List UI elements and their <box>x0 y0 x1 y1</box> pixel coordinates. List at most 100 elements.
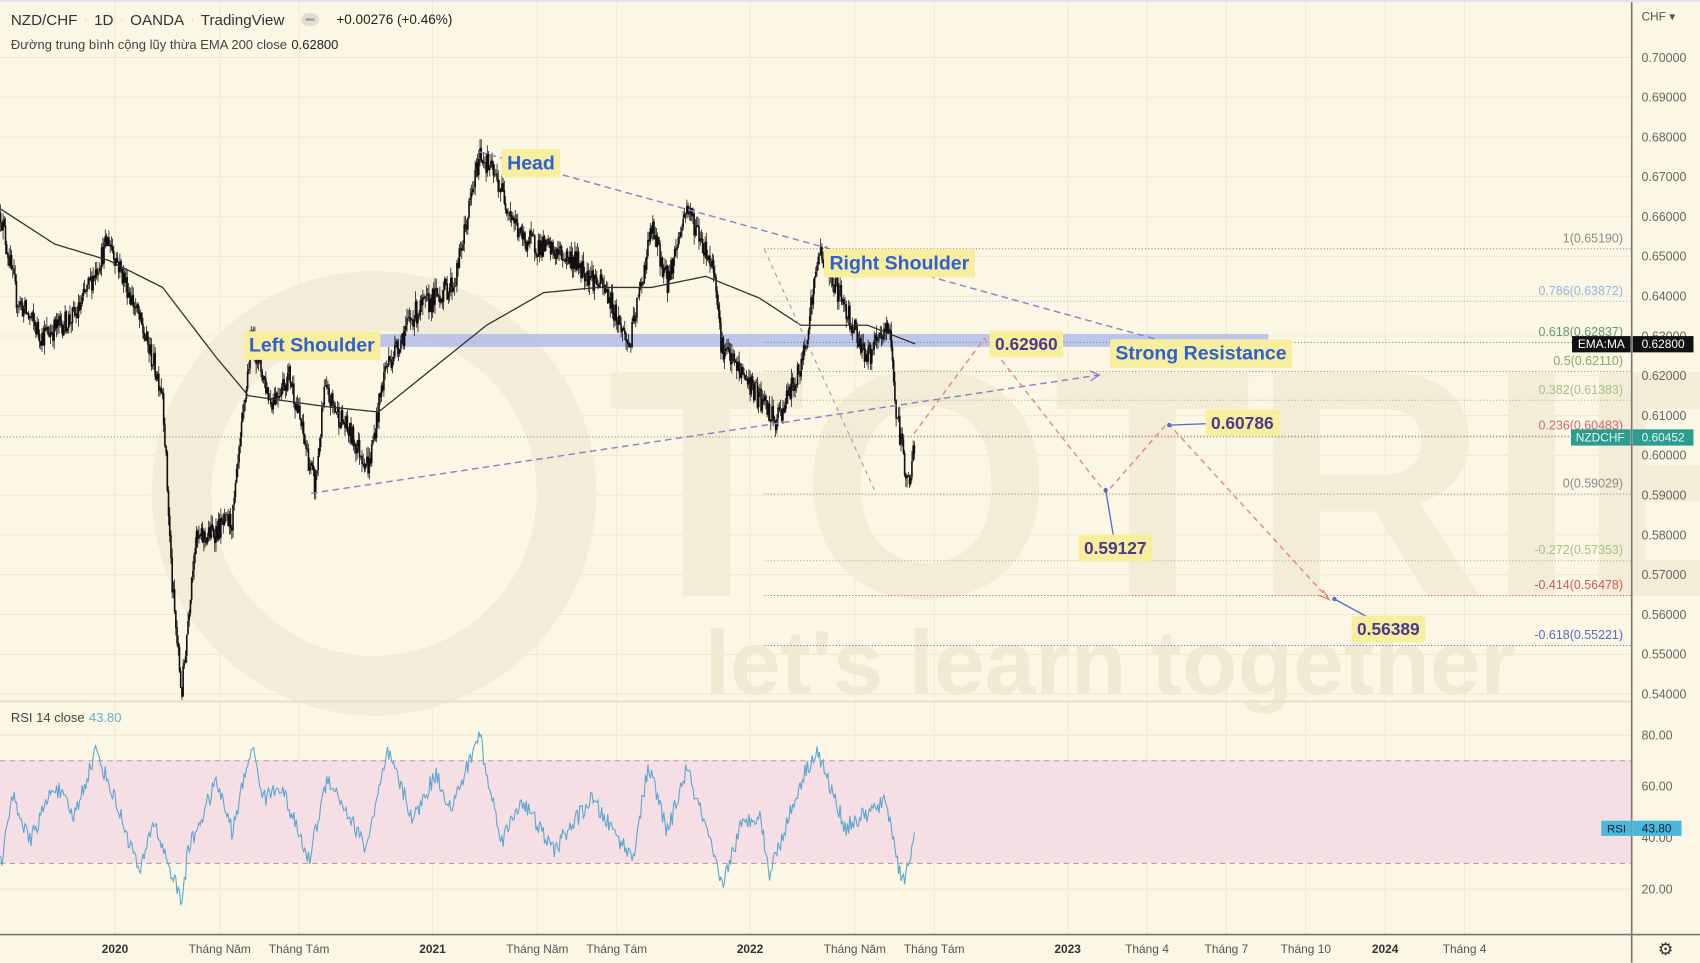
watermark: TOTRIEU let's learn together <box>151 271 1700 716</box>
gear-icon[interactable]: ⚙ <box>1657 941 1674 960</box>
time-tick-label: Tháng 4 <box>1125 942 1169 956</box>
ema-tag-value: 0.62800 <box>1642 337 1685 351</box>
ema-200-line[interactable] <box>0 208 916 413</box>
target-label[interactable]: 0.56389 <box>1351 615 1426 643</box>
rsi-band <box>0 760 1632 864</box>
target-label-text: 0.60786 <box>1211 413 1274 433</box>
fib-level-label: 1(0.65190) <box>1563 231 1623 245</box>
price-tick-label: 0.59000 <box>1641 488 1686 502</box>
ema-tag-value-bg <box>1632 336 1694 353</box>
rsi-line[interactable] <box>0 731 915 906</box>
pattern-labels: Head Left Shoulder Right Shoulder Strong Re… <box>243 149 1426 643</box>
fib-level-label: 0.618(0.62837) <box>1539 325 1623 339</box>
price-tick-label: 0.58000 <box>1641 528 1686 542</box>
rsi-tag-name: RSI <box>1607 824 1626 836</box>
price-tick-label: 0.64000 <box>1641 290 1686 304</box>
time-tick-label: Tháng Năm <box>506 942 568 956</box>
pattern-label[interactable]: Strong Resistance <box>1109 339 1293 368</box>
price-tick-label: 0.66000 <box>1641 210 1686 224</box>
symbol[interactable]: NZD/CHF <box>10 10 78 29</box>
arrow-icon <box>1089 370 1101 382</box>
pattern-label-bg <box>1109 339 1293 368</box>
price-tick-label: 0.69000 <box>1641 91 1686 105</box>
price-tick-label: 0.60000 <box>1641 449 1686 463</box>
time-tick-label: Tháng Tám <box>586 942 647 956</box>
price-tick-label: 0.68000 <box>1641 130 1686 144</box>
rsi-tag-value: 43.80 <box>1642 822 1672 836</box>
watermark-logo-inner <box>211 330 537 656</box>
price-axis[interactable]: 0.70000 0.69000 0.68000 0.67000 0.66000 0.650… <box>1641 51 1686 897</box>
price-tick-label: 0.67000 <box>1641 170 1686 184</box>
pattern-label[interactable]: Right Shoulder <box>824 249 976 278</box>
rsi-tick-label: 60.00 <box>1641 780 1672 794</box>
time-tick-label: 2022 <box>737 942 764 956</box>
target-label-bg <box>1205 409 1280 437</box>
time-axis[interactable]: 2020 Tháng Năm Tháng Tám 2021 Tháng Năm Tháng… <box>102 942 1487 956</box>
fib-level-label: 0.786(0.63872) <box>1539 284 1623 298</box>
rsi-legend-label: RSI 14 close <box>10 710 85 726</box>
rsi-tick-label: 20.00 <box>1641 882 1672 896</box>
time-tick-label: 2024 <box>1372 942 1399 956</box>
target-label[interactable]: 0.59127 <box>1078 534 1152 562</box>
target-label-bg <box>1351 615 1426 643</box>
target-label-text: 0.59127 <box>1084 538 1147 558</box>
interval[interactable]: 1D <box>94 10 114 29</box>
price-tick-label: 0.54000 <box>1641 687 1686 701</box>
pattern-label-bg <box>824 249 976 278</box>
price-tick-label: 0.62000 <box>1641 369 1686 383</box>
rsi-tick-label: 80.00 <box>1641 728 1672 742</box>
pattern-label-text: Right Shoulder <box>829 252 969 274</box>
broker: OANDA <box>130 10 185 29</box>
fib-anchor-line[interactable] <box>763 249 877 494</box>
time-tick-label: 2023 <box>1054 942 1081 956</box>
time-tick-label: Tháng 7 <box>1205 942 1249 956</box>
pattern-label[interactable]: Left Shoulder <box>243 331 381 360</box>
time-tick-label: 2020 <box>102 942 129 956</box>
price-tick-label: 0.56000 <box>1641 608 1686 622</box>
time-tick-label: Tháng Tám <box>269 942 330 956</box>
fib-level-label: -0.414(0.56478) <box>1534 578 1623 592</box>
head-trendline[interactable] <box>479 151 1204 354</box>
neckline[interactable] <box>311 374 1099 494</box>
ema-tag-name-bg <box>1572 336 1631 353</box>
target-anchor <box>1332 596 1337 602</box>
fib-level-label: -0.618(0.55221) <box>1534 628 1623 642</box>
chart-header: NZD/CHF · 1D · OANDA · TradingView +0.00276… <box>10 10 453 29</box>
pattern-label[interactable]: Head <box>501 149 561 178</box>
ema-legend-label: Đường trung bình cộng lũy thừa EMA 200 c… <box>10 36 288 53</box>
rsi-legend[interactable]: RSI 14 close 43.80 <box>11 710 122 725</box>
time-tick-label: Tháng Tám <box>904 942 965 956</box>
price-tag-value: 0.60452 <box>1642 430 1685 444</box>
time-tick-label: Tháng Năm <box>189 942 251 956</box>
fib-level-label: 0(0.59029) <box>1563 476 1623 490</box>
ema-legend[interactable]: Đường trung bình cộng lũy thừa EMA 200 c… <box>11 37 339 52</box>
fib-level-label: 0.5(0.62110) <box>1553 354 1623 368</box>
fib-level-label: 0.382(0.61383) <box>1539 383 1623 397</box>
currency-selector[interactable]: CHF ▾ <box>1641 10 1676 24</box>
price-tick-label: 0.61000 <box>1641 409 1686 423</box>
pattern-label-bg <box>501 149 561 178</box>
price-tick-label: 0.65000 <box>1641 250 1686 264</box>
target-label-text: 0.56389 <box>1357 619 1420 639</box>
fib-level-label: 0.236(0.60483) <box>1539 419 1623 433</box>
target-label-text: 0.62960 <box>995 334 1058 354</box>
rsi-tag-name-bg <box>1601 820 1632 836</box>
target-label-bg <box>1078 534 1152 562</box>
price-tag-name: NZDCHF <box>1576 430 1625 444</box>
platform: TradingView <box>200 10 285 29</box>
target-label[interactable]: 0.60786 <box>1205 409 1280 437</box>
axis-tags: EMA:MA 0.62800 NZDCHF 0.60452 RSI 43.80 <box>1570 336 1694 836</box>
price-tick-label: 0.57000 <box>1641 568 1686 582</box>
collapse-icon[interactable] <box>301 13 319 27</box>
fib-level-label: -0.272(0.57353) <box>1534 543 1623 557</box>
target-label[interactable]: 0.62960 <box>989 330 1064 358</box>
time-tick-label: Tháng 10 <box>1281 942 1332 956</box>
target-anchor <box>1103 487 1108 493</box>
time-tick-label: Tháng 4 <box>1443 942 1487 956</box>
rsi-tag-value-bg <box>1632 820 1682 836</box>
target-anchor <box>1167 422 1172 428</box>
time-tick-label: 2021 <box>419 942 446 956</box>
price-tick-label: 0.55000 <box>1641 648 1686 662</box>
